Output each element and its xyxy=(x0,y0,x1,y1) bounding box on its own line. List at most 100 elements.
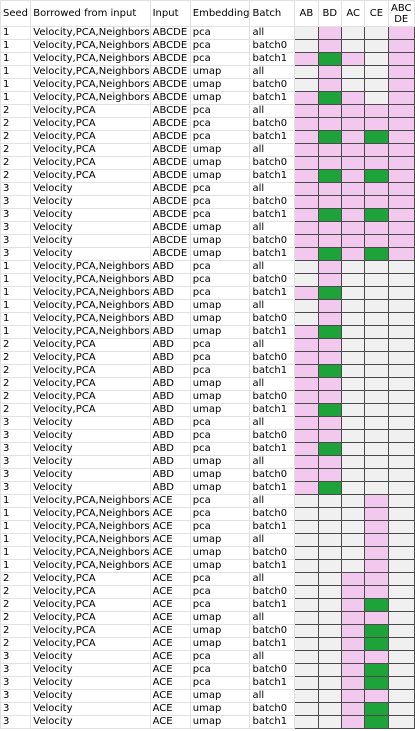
grid-cell-abcde xyxy=(387,455,415,469)
input-cell: ABD xyxy=(149,390,191,404)
batch-cell: batch0 xyxy=(249,195,296,209)
grid-cell-bd xyxy=(317,702,343,716)
borrowed-cell: Velocity,PCA,Neighbors xyxy=(30,325,151,339)
input-cell: ABD xyxy=(149,364,191,378)
seed-cell: 3 xyxy=(0,702,32,716)
batch-cell: batch1 xyxy=(249,598,296,612)
table-row: 2 Velocity,PCA ABCDE pca batch1 xyxy=(0,130,415,144)
grid-cell-bd xyxy=(317,104,343,118)
embedding-cell: pca xyxy=(189,676,251,690)
grid-cell-abcde xyxy=(387,520,415,534)
grid-cell-abcde xyxy=(387,559,415,573)
borrowed-cell: Velocity,PCA,Neighbors xyxy=(30,91,151,105)
seed-cell: 2 xyxy=(0,143,32,157)
batch-cell: all xyxy=(249,299,296,313)
grid-cell-ab xyxy=(294,429,319,443)
grid-cell-bd xyxy=(317,286,343,300)
seed-cell: 3 xyxy=(0,182,32,196)
grid-cell-ab xyxy=(294,390,319,404)
grid-cell-ab xyxy=(294,689,319,703)
grid-cell-ce xyxy=(364,117,389,131)
table-row: 3 Velocity ABD pca batch1 xyxy=(0,442,415,456)
borrowed-cell: Velocity,PCA,Neighbors xyxy=(30,507,151,521)
grid-cell-ab xyxy=(294,637,319,651)
grid-cell-bd xyxy=(317,221,343,235)
input-cell: ABD xyxy=(149,468,191,482)
input-cell: ABD xyxy=(149,338,191,352)
embedding-cell: umap xyxy=(189,455,251,469)
batch-cell: batch1 xyxy=(249,325,296,339)
borrowed-cell: Velocity xyxy=(30,663,151,677)
grid-cell-ac xyxy=(341,481,366,495)
seed-cell: 3 xyxy=(0,195,32,209)
grid-cell-ac xyxy=(341,611,366,625)
header-batch: Batch xyxy=(249,0,296,27)
grid-cell-ac xyxy=(341,351,366,365)
grid-cell-bd xyxy=(317,195,343,209)
embedding-cell: pca xyxy=(189,338,251,352)
grid-cell-abcde xyxy=(387,533,415,547)
embedding-cell: pca xyxy=(189,585,251,599)
embedding-cell: pca xyxy=(189,429,251,443)
embedding-cell: umap xyxy=(189,377,251,391)
table-row: 3 Velocity ABCDE umap batch0 xyxy=(0,234,415,248)
batch-cell: all xyxy=(249,455,296,469)
grid-cell-bd xyxy=(317,520,343,534)
borrowed-cell: Velocity xyxy=(30,429,151,443)
grid-cell-ac xyxy=(341,676,366,690)
borrowed-cell: Velocity xyxy=(30,182,151,196)
embedding-cell: umap xyxy=(189,689,251,703)
grid-cell-bd xyxy=(317,234,343,248)
borrowed-cell: Velocity xyxy=(30,689,151,703)
table-row: 2 Velocity,PCA ACE umap all xyxy=(0,611,415,625)
grid-cell-ab xyxy=(294,442,319,456)
grid-cell-bd xyxy=(317,663,343,677)
grid-cell-ce xyxy=(364,221,389,235)
table-row: 3 Velocity ABD pca batch0 xyxy=(0,429,415,443)
batch-cell: batch1 xyxy=(249,403,296,417)
header-borrowed: Borrowed from input xyxy=(30,0,151,27)
input-cell: ACE xyxy=(149,533,191,547)
borrowed-cell: Velocity,PCA,Neighbors xyxy=(30,260,151,274)
grid-cell-ac xyxy=(341,559,366,573)
grid-cell-ce xyxy=(364,481,389,495)
grid-cell-abcde xyxy=(387,182,415,196)
embedding-cell: umap xyxy=(189,221,251,235)
borrowed-cell: Velocity,PCA,Neighbors xyxy=(30,312,151,326)
table-row: 1 Velocity,PCA,Neighbors ABD umap all xyxy=(0,299,415,313)
grid-cell-ac xyxy=(341,689,366,703)
grid-cell-ab xyxy=(294,338,319,352)
header-abcde: ABC DE xyxy=(387,0,415,27)
borrowed-cell: Velocity,PCA,Neighbors xyxy=(30,494,151,508)
embedding-cell: pca xyxy=(189,572,251,586)
grid-cell-abcde xyxy=(387,507,415,521)
grid-cell-abcde xyxy=(387,624,415,638)
grid-cell-abcde xyxy=(387,52,415,66)
batch-cell: batch1 xyxy=(249,481,296,495)
table-row: 1 Velocity,PCA,Neighbors ACE umap batch1 xyxy=(0,559,415,573)
grid-cell-ac xyxy=(341,364,366,378)
input-cell: ACE xyxy=(149,572,191,586)
grid-cell-ce xyxy=(364,52,389,66)
grid-cell-ce xyxy=(364,390,389,404)
grid-cell-abcde xyxy=(387,377,415,391)
grid-cell-ce xyxy=(364,585,389,599)
embedding-cell: umap xyxy=(189,78,251,92)
grid-cell-ab xyxy=(294,546,319,560)
seed-cell: 1 xyxy=(0,312,32,326)
table-row: 3 Velocity ACE pca batch0 xyxy=(0,663,415,677)
grid-cell-ce xyxy=(364,169,389,183)
grid-cell-ce xyxy=(364,39,389,53)
borrowed-cell: Velocity xyxy=(30,715,151,729)
seed-cell: 1 xyxy=(0,78,32,92)
grid-cell-abcde xyxy=(387,273,415,287)
batch-cell: all xyxy=(249,494,296,508)
input-cell: ABD xyxy=(149,481,191,495)
grid-cell-ac xyxy=(341,39,366,53)
grid-cell-abcde xyxy=(387,585,415,599)
seed-cell: 1 xyxy=(0,520,32,534)
embedding-cell: umap xyxy=(189,468,251,482)
input-cell: ABD xyxy=(149,442,191,456)
batch-cell: batch0 xyxy=(249,156,296,170)
embedding-cell: pca xyxy=(189,520,251,534)
